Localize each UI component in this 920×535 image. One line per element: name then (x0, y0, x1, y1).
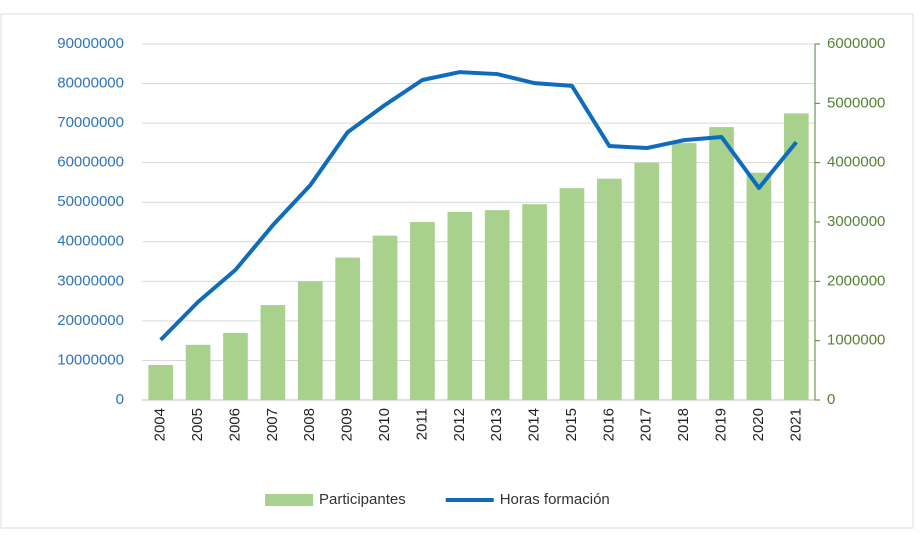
x-tick-label: 2004 (152, 408, 169, 441)
y-tick-label: 80000000 (57, 75, 124, 92)
bar (185, 344, 211, 400)
bar (335, 257, 360, 400)
bar (522, 204, 547, 400)
y2-tick-label: 1000000 (827, 332, 885, 349)
x-tick-label: 2007 (264, 408, 281, 441)
y2-tick-label: 0 (827, 391, 835, 408)
x-tick-label: 2008 (301, 408, 318, 441)
x-tick-label: 2020 (750, 408, 767, 441)
x-tick-label: 2021 (787, 408, 804, 441)
bar (223, 332, 248, 400)
y-tick-label: 40000000 (57, 233, 124, 250)
y-tick-label: 20000000 (57, 312, 124, 329)
x-tick-label: 2011 (413, 408, 430, 440)
bar (709, 127, 734, 401)
line (159, 70, 798, 342)
bar (260, 305, 286, 400)
y-tick-label: 0 (116, 391, 124, 408)
bar (410, 222, 435, 400)
bar (447, 211, 473, 400)
bar (671, 143, 697, 400)
y2-tick-label: 4000000 (827, 154, 885, 171)
x-tick-label: 2013 (488, 408, 505, 441)
y-tick-label: 60000000 (57, 154, 124, 171)
x-tick-label: 2017 (638, 408, 655, 441)
y-tick-label: 50000000 (57, 193, 124, 210)
bar (372, 235, 398, 400)
y2-tick-label: 2000000 (827, 272, 885, 289)
x-tick-label: 2010 (376, 408, 393, 441)
bar (148, 364, 174, 400)
x-tick-label: 2012 (451, 408, 468, 441)
legend-label: Participantes (319, 491, 406, 508)
y-tick-label: 90000000 (57, 35, 124, 52)
bar (484, 210, 510, 400)
y2-tick-label: 5000000 (827, 94, 885, 111)
bar (597, 178, 622, 400)
x-tick-label: 2016 (600, 408, 617, 441)
legend-label: Horas formación (500, 491, 610, 508)
x-tick-label: 2006 (226, 408, 243, 441)
bar (783, 113, 809, 401)
x-tick-label: 2005 (189, 408, 206, 441)
x-tick-label: 2014 (526, 408, 543, 441)
y2-tick-label: 6000000 (827, 35, 885, 52)
x-tick-label: 2018 (675, 408, 692, 441)
y-tick-label: 70000000 (57, 114, 124, 131)
bar (634, 162, 660, 400)
y-tick-label: 10000000 (57, 351, 124, 368)
bar (297, 281, 323, 400)
legend-swatch (265, 494, 313, 506)
bar (559, 188, 585, 400)
bar (746, 172, 772, 400)
x-tick-label: 2019 (712, 408, 729, 441)
x-tick-label: 2009 (339, 408, 356, 441)
x-tick-label: 2015 (563, 408, 580, 441)
y-tick-label: 30000000 (57, 272, 124, 289)
y2-tick-label: 3000000 (827, 213, 885, 230)
